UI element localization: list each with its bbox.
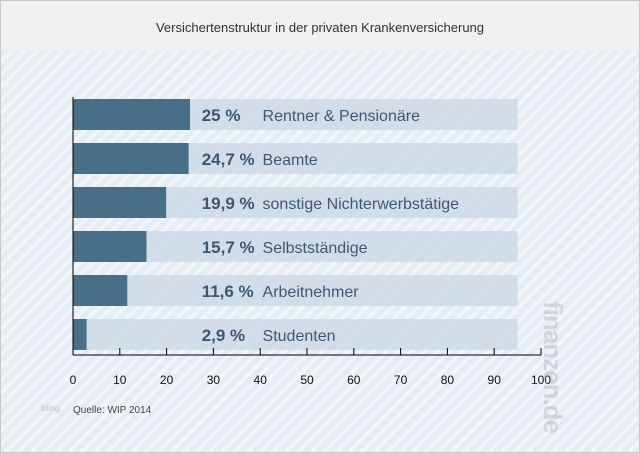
category-label: Arbeitnehmer: [263, 284, 360, 301]
x-tick-label: 50: [300, 373, 314, 387]
x-tick-label: 60: [347, 373, 361, 387]
value-label: 11,6 %: [202, 282, 254, 301]
bar: [73, 275, 128, 306]
x-tick-label: 30: [207, 373, 221, 387]
x-tick-label: 100: [531, 373, 551, 387]
value-label: 19,9 %: [202, 194, 255, 213]
x-tick-label: 90: [488, 373, 502, 387]
category-label: Studenten: [263, 328, 336, 345]
x-tick-label: 10: [113, 373, 127, 387]
bar-track: [73, 231, 518, 262]
value-label: 15,7 %: [202, 238, 255, 257]
value-label: 24,7 %: [202, 150, 255, 169]
x-tick-label: 40: [254, 373, 268, 387]
bar: [73, 143, 189, 174]
value-label: 25 %: [202, 106, 241, 125]
bar-track: [73, 275, 518, 306]
source-note: Quelle: WIP 2014: [73, 405, 152, 416]
bar-track: [73, 319, 518, 350]
watermark-logo: finanzen.de: [538, 301, 568, 434]
x-tick-label: 20: [160, 373, 174, 387]
x-tick-label: 80: [441, 373, 455, 387]
chart-header: Versichertenstruktur in der privaten Kra…: [1, 1, 639, 51]
x-tick-label: 0: [70, 373, 77, 387]
value-label: 2,9 %: [202, 326, 245, 345]
bar: [73, 99, 190, 130]
category-label: Rentner & Pensionäre: [263, 108, 421, 125]
category-label: Selbstständige: [263, 240, 368, 257]
x-tick-label: 70: [394, 373, 408, 387]
chart-title: Versichertenstruktur in der privaten Kra…: [155, 20, 485, 35]
category-label: Beamte: [263, 152, 318, 169]
bar: [73, 319, 87, 350]
bar: [73, 231, 147, 262]
blog-mark: blog: [41, 403, 60, 413]
bar: [73, 187, 167, 218]
category-label: sonstige Nichterwerbstätige: [263, 196, 460, 213]
